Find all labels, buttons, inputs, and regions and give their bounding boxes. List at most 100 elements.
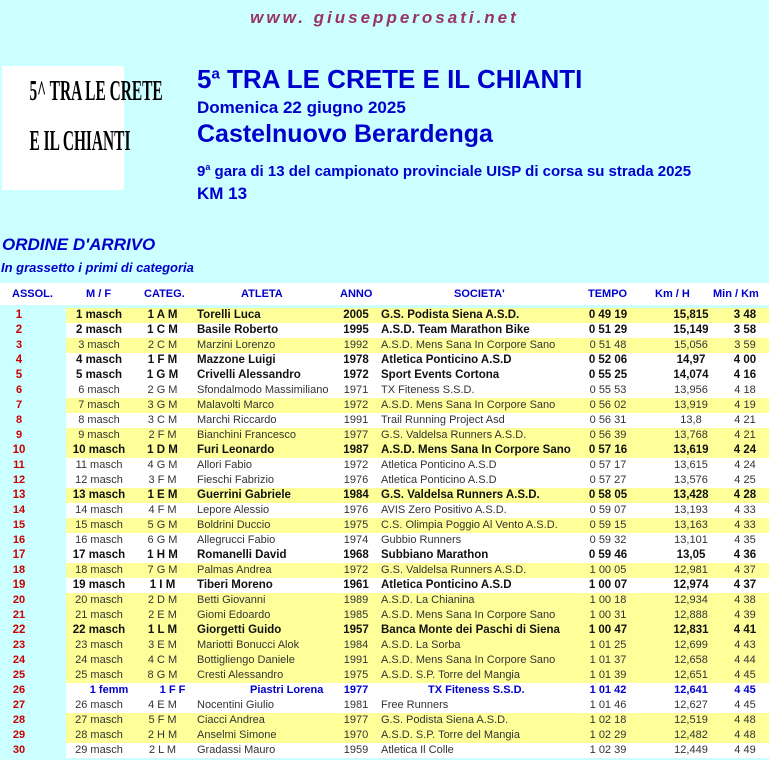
cell-time: 0 52 06 [588, 354, 628, 366]
cell-club: G.S. Podista Siena A.S.D. [381, 309, 520, 321]
col-anno: ANNO [340, 288, 373, 300]
cell-time: 1 01 46 [589, 699, 627, 711]
cell-category: 4 E M [148, 699, 177, 711]
cell-category: 1 G M [146, 369, 179, 381]
cell-position: 13 [12, 489, 26, 501]
cell-athlete: Allori Fabio [197, 459, 253, 471]
cell-club: A.S.D. Team Marathon Bike [381, 324, 530, 336]
cell-gender-rank: 25 masch [75, 669, 123, 681]
cell-time: 1 00 07 [588, 579, 628, 591]
cell-speed: 12,519 [674, 714, 708, 726]
row-background [66, 473, 769, 488]
row-background [66, 638, 769, 653]
cell-speed: 13,576 [674, 474, 708, 486]
cell-athlete: Nocentini Giulio [197, 699, 275, 711]
cell-position: 27 [12, 699, 26, 711]
cell-pace: 4 45 [734, 699, 756, 711]
cell-speed: 12,627 [674, 699, 708, 711]
row-background [66, 563, 769, 578]
row-background [66, 698, 769, 713]
cell-club: Trail Running Project Asd [381, 414, 505, 426]
col-societa: SOCIETA' [454, 288, 505, 300]
event-place: Castelnuovo Berardenga [197, 120, 493, 148]
cell-speed: 13,8 [680, 414, 702, 426]
cell-athlete: Gradassi Mauro [197, 744, 276, 756]
cell-pace: 4 45 [734, 669, 756, 681]
cell-position: 30 [12, 744, 26, 756]
cell-category: 2 D M [147, 594, 178, 606]
cell-athlete: Cresti Alessandro [197, 669, 284, 681]
cell-athlete: Crivelli Alessandro [197, 369, 301, 381]
table-row: 24 24 masch 4 C M Bottigliengo Daniele 1991 A… [0, 653, 769, 668]
cell-club: Atletica Ponticino A.S.D [381, 474, 497, 486]
row-background [66, 428, 769, 443]
cell-gender-rank: 22 masch [72, 624, 126, 636]
row-background [66, 578, 769, 593]
cell-gender-rank: 11 masch [75, 459, 123, 471]
row-background [66, 488, 769, 503]
cell-birth-year: 1976 [343, 474, 369, 486]
table-row: 2 2 masch 1 C M Basile Roberto 1995 A.S.D. Te… [0, 323, 769, 338]
cell-club: Atletica Il Colle [381, 744, 454, 756]
cell-speed: 12,658 [674, 654, 708, 666]
cell-category: 2 C M [147, 339, 178, 351]
row-background [66, 383, 769, 398]
cell-position: 21 [12, 609, 26, 621]
table-row: 21 21 masch 2 E M Giomi Edoardo 1985 A.S.D. M… [0, 608, 769, 623]
table-row: 19 19 masch 1 I M Tiberi Moreno 1961 Atletica… [0, 578, 769, 593]
cell-position: 10 [12, 444, 26, 456]
cell-time: 0 59 07 [589, 504, 627, 516]
cell-category: 3 C M [147, 414, 178, 426]
cell-pace: 4 16 [733, 369, 757, 381]
table-row: 11 11 masch 4 G M Allori Fabio 1972 Atletica … [0, 458, 769, 473]
cell-gender-rank: 1 masch [75, 309, 123, 321]
section-title: ORDINE D'ARRIVO [2, 235, 156, 254]
cell-pace: 4 19 [734, 399, 756, 411]
cell-gender-rank: 9 masch [78, 429, 120, 441]
cell-birth-year: 1977 [343, 684, 369, 696]
site-url[interactable]: www. giusepperosati.net [250, 8, 519, 27]
cell-athlete: Ciacci Andrea [197, 714, 265, 726]
row-background [66, 713, 769, 728]
cell-pace: 4 00 [733, 354, 757, 366]
cell-club: G.S. Valdelsa Runners A.S.D. [381, 429, 527, 441]
cell-club: A.S.D. Mens Sana In Corpore Sano [381, 399, 556, 411]
cell-pace: 3 58 [733, 324, 757, 336]
cell-position: 25 [12, 669, 26, 681]
cell-athlete: Marchi Riccardo [197, 414, 277, 426]
cell-club: A.S.D. S.P. Torre del Mangia [381, 729, 520, 741]
cell-gender-rank: 18 masch [75, 564, 123, 576]
table-row: 26 1 femm 1 F F Piastri Lorena 1977 TX Fitene… [0, 683, 769, 698]
event-title: 5a TRA LE CRETE E IL CHIANTI [197, 64, 582, 95]
cell-athlete: Marzini Lorenzo [197, 339, 276, 351]
cell-time: 1 02 29 [589, 729, 627, 741]
cell-pace: 4 21 [734, 414, 756, 426]
cell-gender-rank: 28 masch [75, 729, 123, 741]
race-description: 9a gara di 13 del campionato provinciale… [197, 162, 691, 180]
title-sup: a [211, 65, 220, 83]
cell-category: 1 I M [149, 579, 176, 591]
cell-speed: 15,056 [674, 339, 708, 351]
cell-club: A.S.D. Mens Sana In Corpore Sano [381, 654, 556, 666]
row-background [66, 413, 769, 428]
cell-gender-rank: 7 masch [78, 399, 120, 411]
cell-club: A.S.D. Mens Sana In Corpore Sano [381, 609, 556, 621]
cell-birth-year: 1961 [343, 579, 369, 591]
cell-club: Atletica Ponticino A.S.D [381, 459, 497, 471]
cell-time: 1 00 31 [589, 609, 627, 621]
cell-time: 0 57 16 [588, 444, 628, 456]
cell-category: 1 L M [147, 624, 178, 636]
cell-gender-rank: 20 masch [75, 594, 123, 606]
cell-speed: 12,449 [674, 744, 708, 756]
cell-birth-year: 1977 [343, 714, 369, 726]
cell-position: 7 [15, 399, 23, 411]
event-date: Domenica 22 giugno 2025 [197, 98, 406, 117]
cell-pace: 4 33 [734, 504, 756, 516]
cell-pace: 4 28 [733, 489, 757, 501]
table-row: 10 10 masch 1 D M Furi Leonardo 1987 A.S.D. M… [0, 443, 769, 458]
cell-time: 0 59 46 [588, 549, 628, 561]
cell-gender-rank: 27 masch [75, 714, 123, 726]
cell-gender-rank: 12 masch [75, 474, 123, 486]
cell-time: 1 01 37 [589, 654, 627, 666]
col-categ: CATEG. [144, 288, 185, 300]
